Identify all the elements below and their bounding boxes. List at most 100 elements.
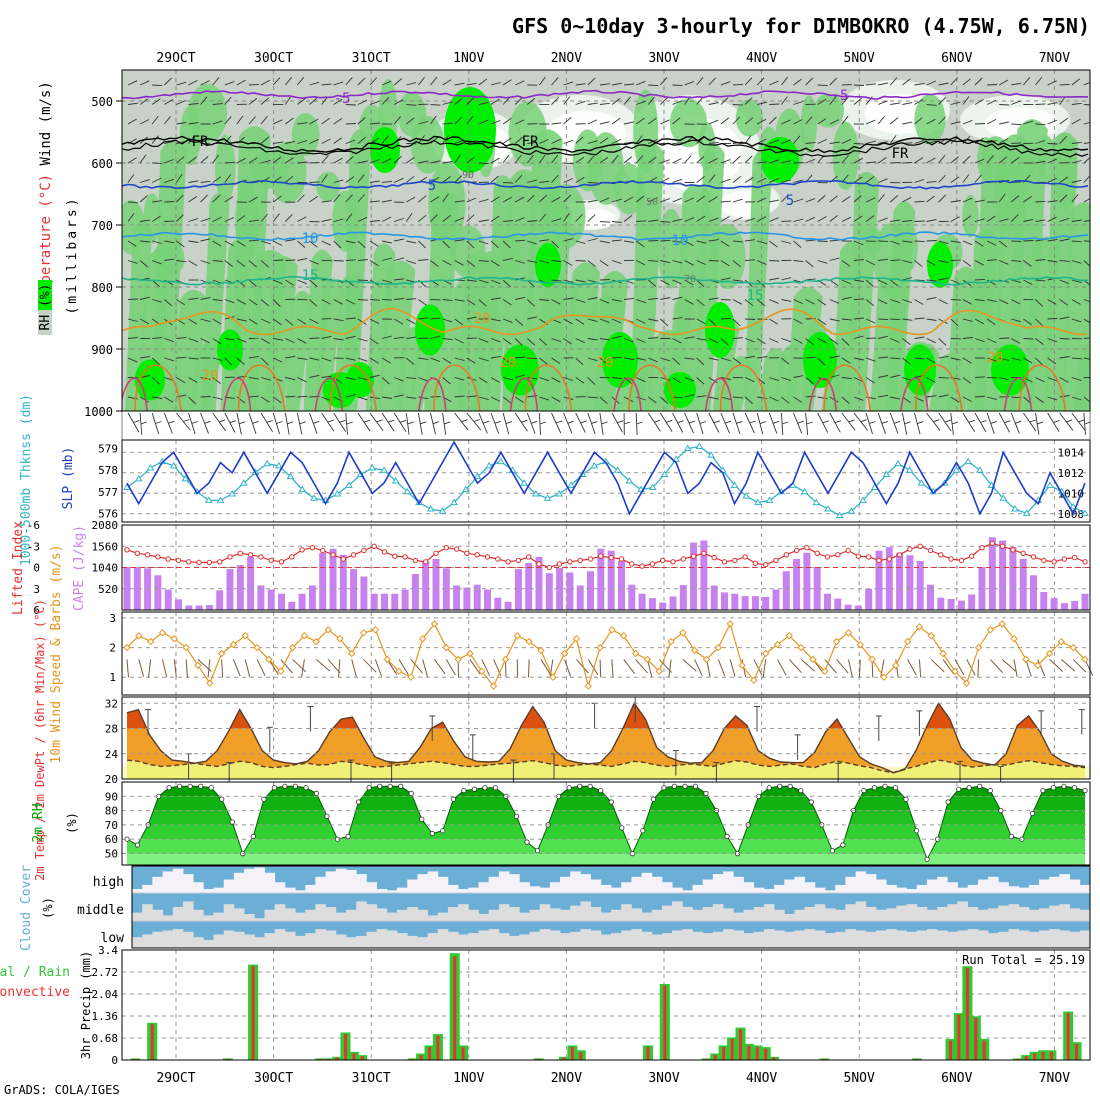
- lifted-index-point: [536, 561, 542, 567]
- wind-barb: [708, 158, 718, 164]
- wind-barb: [720, 260, 730, 267]
- wind-barb: [914, 279, 925, 282]
- isotherm-25-loop: [719, 364, 768, 411]
- thickness-point: [683, 444, 692, 452]
- rh-point: [471, 786, 477, 792]
- wind-barb: [539, 377, 550, 382]
- wind-barb: [466, 395, 477, 398]
- wind-barb: [224, 81, 235, 86]
- wind-barb: [394, 177, 404, 183]
- cloud-middle-cell: [855, 901, 867, 921]
- cloud-high-cell: [692, 884, 704, 893]
- wind-barb-10m: [221, 659, 224, 678]
- wind-barb: [309, 299, 318, 307]
- cape-bar: [308, 585, 316, 610]
- cloud-middle-cell: [458, 904, 469, 921]
- cape-bar: [319, 552, 327, 610]
- wind-barb: [660, 279, 670, 286]
- cape-bar: [618, 561, 625, 610]
- cloud-high-cell: [142, 884, 153, 893]
- wind-barb: [781, 119, 791, 125]
- cloud-high-cell: [835, 884, 846, 893]
- wind-barb: [309, 337, 320, 339]
- cloud-middle-cell: [692, 909, 704, 921]
- cape-bar: [762, 596, 770, 610]
- wind-barb: [466, 240, 475, 249]
- x-tick-label-bottom: 1NOV: [453, 1071, 484, 1086]
- wind-barb: [321, 83, 332, 86]
- wind-barb: [188, 103, 199, 105]
- wind-barb: [502, 299, 512, 306]
- cloud-low-cell: [1039, 930, 1050, 949]
- wind-barb: [696, 395, 707, 398]
- wind-barb-10m: [1061, 659, 1076, 672]
- cloud-high-cell: [284, 887, 296, 893]
- cloud-middle-cell: [621, 904, 632, 921]
- thickness-point: [403, 487, 412, 495]
- wind-barb-surface: [393, 412, 407, 432]
- wind-barb: [176, 214, 184, 222]
- precip-convective-bar: [772, 1057, 776, 1060]
- rh-moist-blob: [122, 200, 146, 255]
- cloud-high-cell: [223, 879, 235, 893]
- x-tick-label-bottom: 31OCT: [352, 1071, 391, 1086]
- wind-barb-flag: [363, 419, 371, 423]
- wind-barb: [1071, 240, 1082, 243]
- wind-barb: [139, 98, 149, 105]
- cape-bar: [154, 575, 162, 610]
- wind-barb: [176, 299, 186, 306]
- cloud-middle-cell: [488, 909, 500, 921]
- lifted-index-point: [804, 545, 810, 551]
- wind-barb: [841, 338, 850, 346]
- wind-barb: [430, 260, 439, 267]
- cape-bar: [906, 555, 914, 610]
- wind-barb: [696, 318, 706, 325]
- wind-barb: [224, 96, 232, 105]
- wind-barb: [309, 181, 320, 183]
- wind-barb: [551, 338, 562, 343]
- wind-speed-point: [679, 629, 687, 637]
- wind-barb: [817, 118, 827, 125]
- wind-barb: [805, 260, 814, 268]
- wind-barb-surface: [926, 412, 941, 431]
- precip-convective-bar: [1041, 1051, 1045, 1060]
- wind-barb: [853, 279, 864, 283]
- cloud-low-cell: [142, 934, 153, 948]
- wind-barb: [660, 119, 670, 125]
- isotherm-label: 20: [474, 311, 491, 327]
- wind-barb-10m: [611, 659, 614, 678]
- wind-barb: [853, 195, 862, 203]
- thickness-point: [975, 466, 984, 473]
- lifted-index-point: [423, 559, 429, 565]
- thickness-point: [613, 466, 622, 473]
- wind-barb: [720, 81, 731, 86]
- thickness-point: [228, 489, 237, 497]
- wind-barb-flag: [759, 421, 767, 425]
- x-tick-label-bottom: 7NOV: [1039, 1071, 1070, 1086]
- wind-barb: [829, 195, 838, 203]
- wind-barb: [345, 104, 356, 106]
- wind-barb: [393, 116, 402, 125]
- wind-barb: [127, 318, 138, 322]
- wind-barb: [1083, 299, 1090, 303]
- cloud-high-cell: [712, 874, 724, 893]
- y-axis-label-rh: 2m RH: [31, 803, 46, 842]
- wind-barb: [599, 137, 609, 144]
- wind-barb-10m: [918, 659, 922, 678]
- wind-barb-flag: [399, 419, 407, 423]
- wind-barb-10m: [717, 659, 726, 677]
- cape-bar: [278, 593, 285, 610]
- rh-moist-blob: [450, 225, 486, 279]
- cape-bar: [463, 587, 471, 610]
- panel-border: [121, 696, 1091, 780]
- wind-barb: [793, 375, 804, 378]
- wind-barb: [442, 122, 453, 125]
- wind-barb: [878, 279, 888, 285]
- wind-barb: [176, 100, 186, 105]
- wind-barb: [1047, 260, 1058, 263]
- wind-barb: [720, 338, 729, 346]
- wind-barb: [285, 175, 294, 183]
- wind-barb: [442, 260, 452, 266]
- wind-barb: [732, 240, 744, 243]
